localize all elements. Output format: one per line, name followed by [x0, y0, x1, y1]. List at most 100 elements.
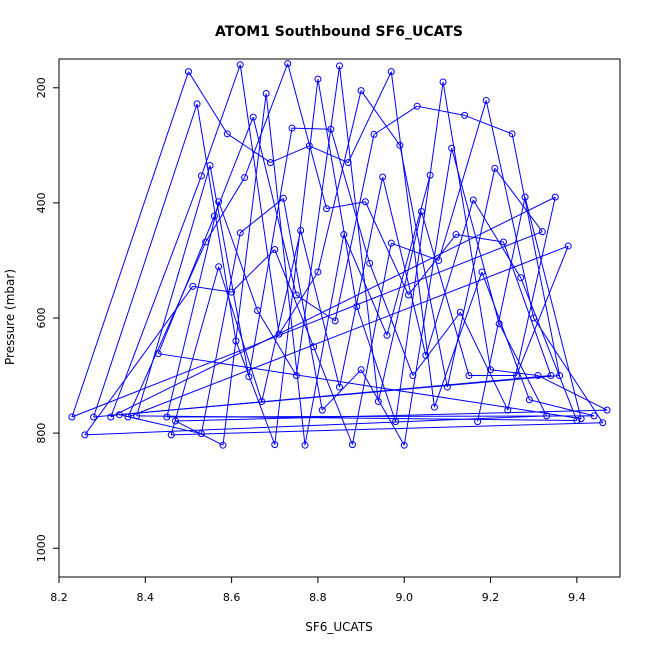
data-point	[379, 173, 387, 181]
series-line-segment	[317, 79, 358, 307]
data-point	[115, 411, 123, 419]
series-line-segment	[386, 175, 431, 336]
series-line-segment	[110, 175, 202, 418]
series-line-segment	[515, 245, 569, 376]
data-point	[305, 142, 313, 150]
series-line-segment	[218, 201, 258, 311]
data-point	[241, 174, 249, 182]
series-line-segment	[321, 369, 362, 411]
series-line-segment	[360, 369, 405, 446]
series-line-segment	[192, 285, 232, 293]
series-line-segment	[369, 263, 414, 376]
data-point	[301, 441, 309, 449]
data-point	[361, 198, 369, 206]
data-point	[197, 172, 205, 180]
data-point	[405, 291, 413, 299]
data-point	[262, 90, 270, 98]
data-point	[210, 212, 218, 220]
series-line-segment	[257, 310, 297, 376]
data-point	[215, 263, 223, 271]
data-point	[348, 441, 356, 449]
series-line-segment	[334, 134, 375, 321]
series-line-segment	[395, 81, 444, 422]
data-point	[288, 124, 296, 132]
data-point	[271, 441, 279, 449]
series-line-segment	[213, 116, 254, 217]
series-line-segment	[339, 176, 384, 388]
series-line-segment	[399, 145, 448, 388]
data-point	[336, 62, 343, 70]
data-point	[219, 441, 227, 449]
data-point	[336, 383, 343, 391]
data-point	[452, 231, 460, 239]
x-tick-label: 8.8	[309, 591, 327, 604]
series-line-segment	[252, 117, 297, 296]
data-point	[297, 227, 305, 235]
x-tick-label: 8.2	[50, 591, 68, 604]
series-line-segment	[347, 71, 392, 163]
data-point	[353, 302, 361, 310]
data-point	[435, 256, 443, 264]
series-line-segment	[231, 249, 276, 293]
x-axis-label: SF6_UCATS	[305, 620, 373, 634]
series-line-segment	[205, 177, 245, 243]
y-axis-label: Pressure (mbar)	[3, 269, 17, 365]
data-point	[383, 331, 391, 339]
data-point	[357, 87, 365, 95]
data-point	[236, 229, 244, 237]
series-line-segment	[459, 312, 509, 411]
series-points	[68, 60, 611, 449]
y-tick-label: 200	[35, 77, 48, 98]
data-point	[318, 406, 326, 414]
data-point	[396, 141, 404, 149]
data-point	[508, 130, 516, 138]
series-line-segment	[282, 198, 323, 411]
data-point	[577, 415, 585, 423]
data-point	[573, 416, 581, 424]
data-point	[284, 60, 292, 68]
data-point	[202, 238, 210, 246]
series-line-segment	[136, 165, 211, 416]
series-line-segment	[235, 340, 276, 445]
series-line-segment	[343, 234, 388, 336]
series-line-segment	[477, 197, 526, 422]
series-line-segment	[309, 145, 349, 164]
series-line-segment	[84, 286, 194, 436]
data-point	[154, 350, 162, 358]
data-point	[292, 372, 300, 380]
series-line-segment	[537, 375, 608, 411]
data-point	[310, 343, 318, 351]
data-point	[215, 198, 223, 206]
data-point	[538, 228, 546, 236]
series-line-segment	[261, 230, 302, 402]
series-line-segment	[166, 201, 220, 418]
series-line-segment	[175, 409, 608, 422]
series-line-segment	[485, 100, 535, 319]
data-point	[430, 403, 438, 411]
series-line-segment	[244, 63, 289, 178]
data-point	[314, 268, 322, 276]
data-point	[206, 161, 214, 169]
data-point	[478, 268, 486, 276]
series-line-segment	[425, 199, 474, 356]
y-axis: 200 400 600 800 1000	[35, 77, 59, 562]
data-point	[245, 373, 253, 381]
data-point	[469, 196, 477, 204]
data-point	[525, 396, 533, 404]
y-tick-label: 400	[35, 192, 48, 213]
series-line-segment	[171, 422, 603, 436]
data-point	[392, 418, 400, 426]
data-point	[193, 100, 201, 108]
chart-title: ATOM1 Southbound SF6_UCATS	[215, 24, 463, 40]
series-line-segment	[524, 197, 582, 419]
data-point	[249, 113, 257, 121]
series-line-segment	[481, 271, 530, 400]
series-line-segment	[382, 176, 427, 356]
data-point	[461, 111, 469, 119]
data-point	[184, 68, 192, 76]
plot-area	[68, 60, 611, 449]
data-point	[456, 308, 464, 316]
plot-frame	[58, 58, 621, 578]
